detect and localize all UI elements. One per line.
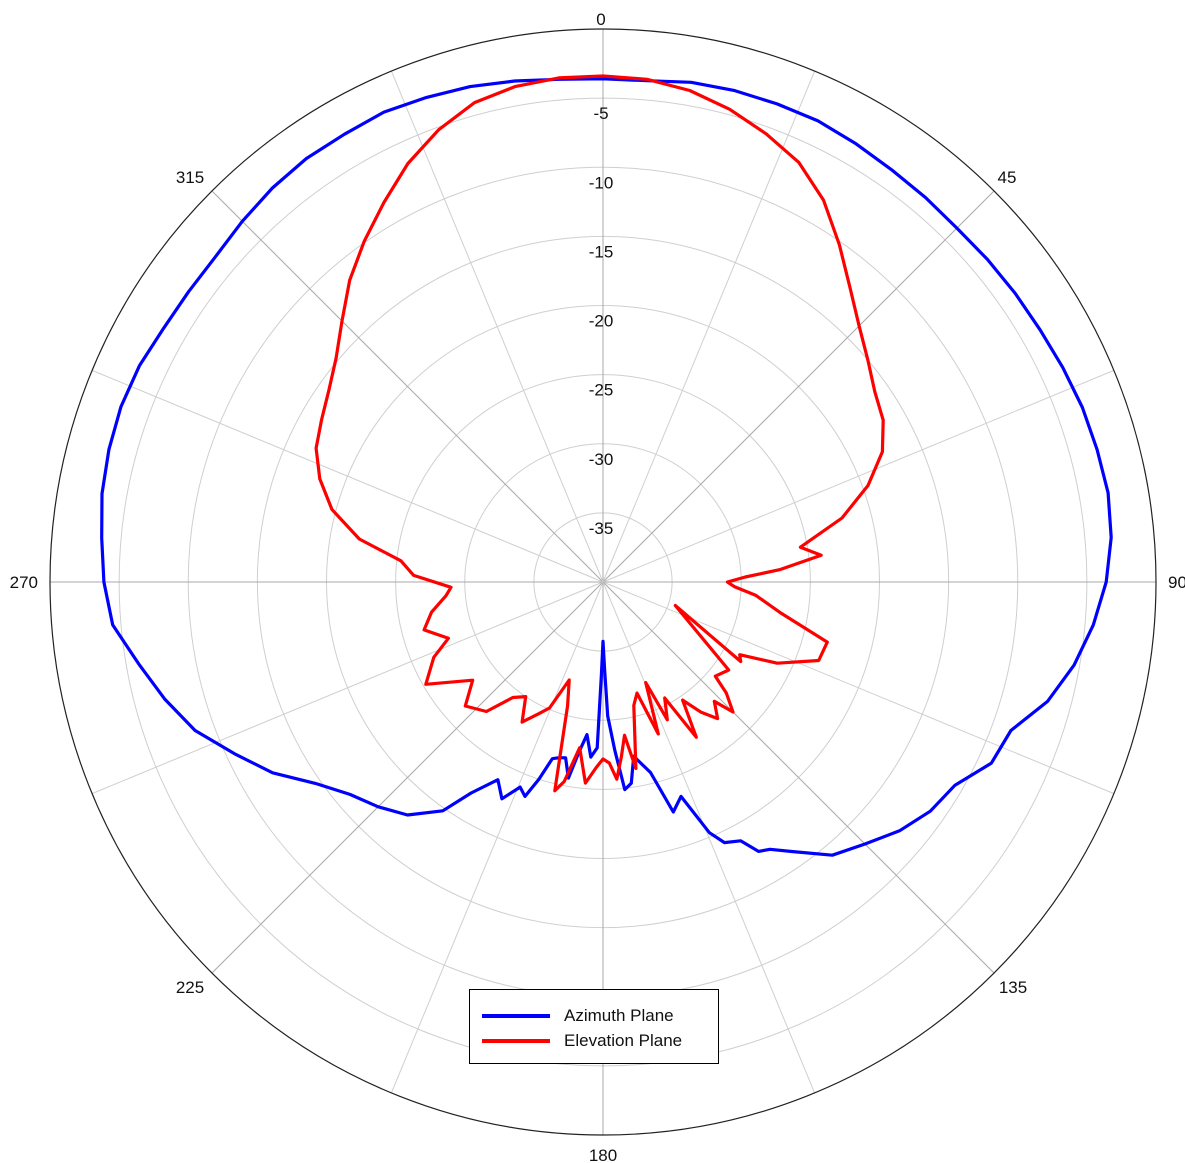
legend: Azimuth Plane Elevation Plane [469, 989, 719, 1064]
angle-label-90: 90 [1168, 573, 1185, 592]
radial-tick-label: -10 [589, 173, 614, 192]
legend-swatch-elevation [482, 1039, 550, 1043]
radial-tick-label: -25 [589, 381, 614, 400]
radial-tick-label: -35 [589, 519, 614, 538]
series-line-elevation [314, 74, 885, 793]
legend-label-elevation: Elevation Plane [564, 1031, 683, 1050]
radial-tick-label: -30 [589, 450, 614, 469]
grid-spoke [91, 369, 604, 583]
grid-spoke [602, 581, 816, 1094]
legend-label-azimuth: Azimuth Plane [564, 1006, 674, 1025]
radial-tick-label: -5 [593, 104, 608, 123]
legend-swatch-azimuth [482, 1014, 550, 1018]
grid-spoke [602, 369, 1115, 583]
grid-spoke [602, 190, 995, 583]
radial-tick-label: -20 [589, 312, 614, 331]
grid-spoke [602, 581, 995, 974]
polar-grid [49, 28, 1157, 1136]
grid-spoke [390, 581, 604, 1094]
outer-circle [49, 28, 1157, 1136]
series-line-azimuth [100, 77, 1113, 857]
angle-label-270: 270 [10, 573, 38, 592]
grid-spoke [211, 581, 604, 974]
grid-spoke [390, 70, 604, 583]
grid-spoke [91, 581, 604, 795]
legend-item-elevation: Elevation Plane [482, 1029, 682, 1053]
angle-label-225: 225 [176, 978, 204, 997]
series-layer [100, 74, 1113, 857]
angle-label-180: 180 [589, 1146, 617, 1163]
axis-labels: 0 -5 -10 -15 -20 -25 -30 -35 45 90 135 180 225 270 315 [10, 10, 1185, 1163]
radial-tick-label: 0 [596, 10, 605, 29]
angle-label-45: 45 [998, 168, 1017, 187]
angle-label-135: 135 [999, 978, 1027, 997]
grid-spoke [211, 190, 604, 583]
angle-label-315: 315 [176, 168, 204, 187]
radial-tick-label: -15 [589, 242, 614, 261]
legend-item-azimuth: Azimuth Plane [482, 1004, 674, 1028]
grid-spoke [602, 70, 816, 583]
grid-spoke [602, 581, 1115, 795]
